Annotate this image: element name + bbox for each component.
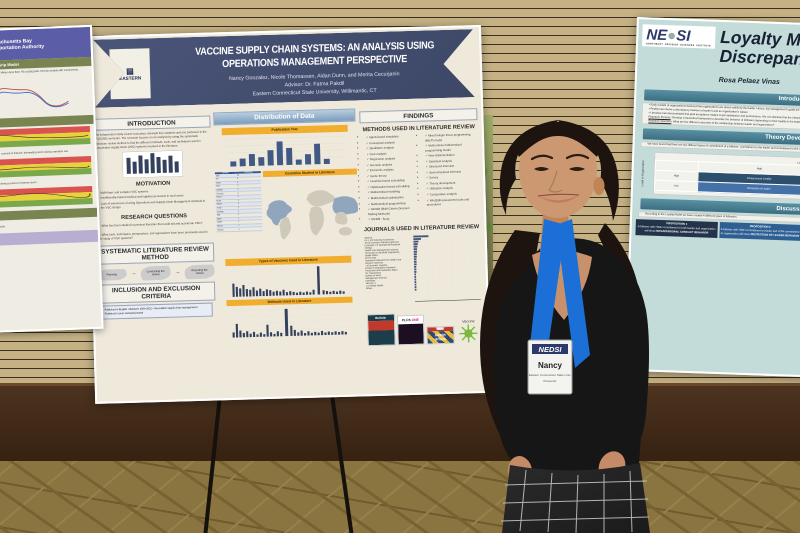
svg-text:Eastern Connecticut State Univ: Eastern Connecticut State Univ.: [529, 373, 571, 377]
svg-text:Presenter: Presenter: [543, 379, 556, 383]
svg-text:Nancy: Nancy: [538, 361, 563, 370]
svg-text:Health Affairs: Health Affairs: [365, 254, 379, 257]
svg-text:NEDSI: NEDSI: [539, 345, 563, 354]
svg-text:Others: Others: [366, 287, 374, 290]
